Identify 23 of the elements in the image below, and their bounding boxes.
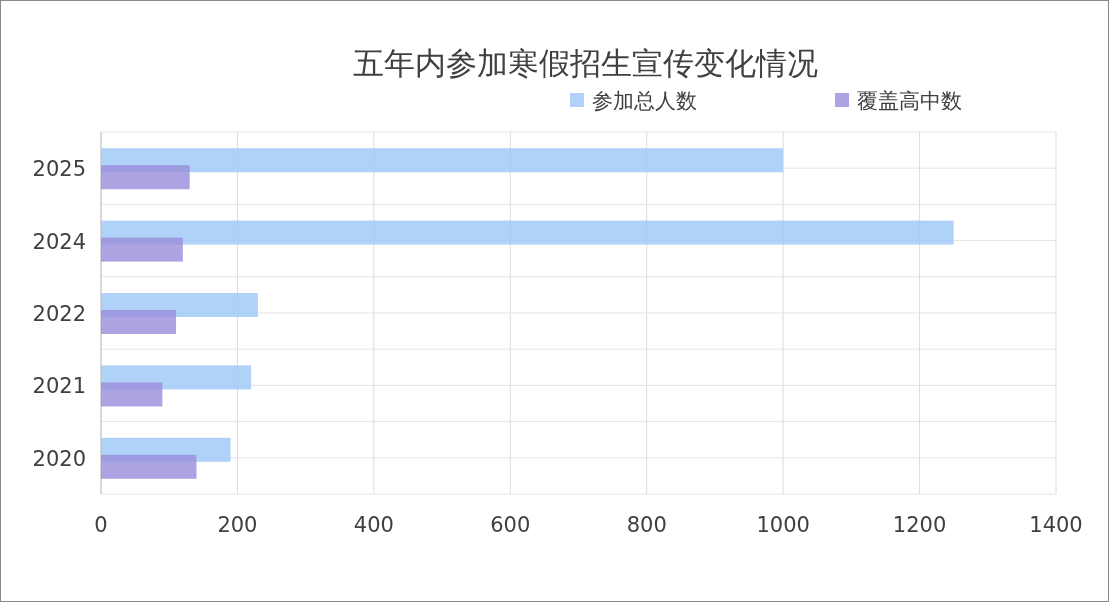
x-tick-label: 600 [490,513,531,537]
bar [101,220,954,245]
x-tick-label: 400 [353,513,394,537]
y-tick-label: 2022 [32,302,86,326]
bar [101,310,177,334]
y-tick-label: 2024 [32,229,86,254]
legend-label: 参加总人数 [592,89,697,113]
bar [101,165,190,190]
x-tick-label: 1000 [756,513,810,537]
x-tick-label: 800 [626,513,667,537]
bar [101,237,183,262]
x-tick-label: 1200 [892,513,947,537]
x-tick-label: 0 [94,513,108,537]
bar [101,454,197,479]
y-tick-label: 2020 [32,446,86,471]
x-tick-label: 200 [217,513,258,537]
legend-label: 覆盖高中数 [857,89,962,113]
x-tick-label: 1400 [1029,513,1083,537]
y-tick-label: 2025 [32,157,86,182]
chart-title: 五年内参加寒假招生宣传变化情况 [352,45,818,81]
y-tick-label: 2021 [32,374,86,399]
bar [101,382,163,407]
bar [101,148,784,173]
